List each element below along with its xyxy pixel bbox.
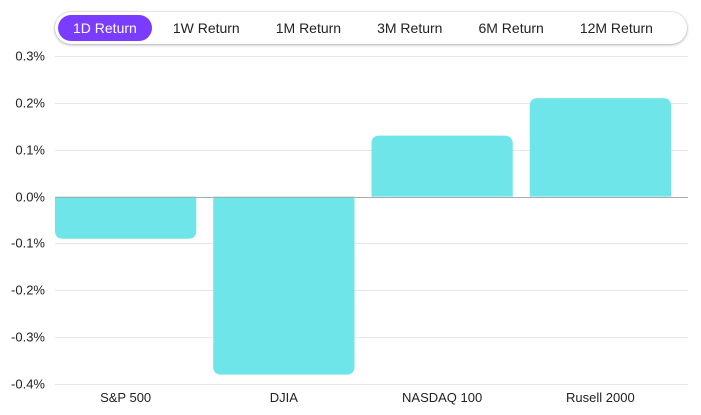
- y-tick-label: 0.1%: [15, 143, 45, 158]
- y-tick-label: 0.2%: [15, 96, 45, 111]
- y-tick-label: -0.3%: [11, 330, 45, 345]
- tab-12m-return[interactable]: 12M Return: [579, 20, 653, 36]
- tab-3m-return[interactable]: 3M Return: [377, 20, 443, 36]
- tab-1w-return[interactable]: 1W Return: [172, 20, 240, 36]
- y-tick-label: -0.1%: [11, 236, 45, 251]
- x-axis-tick-labels: S&P 500 DJIA NASDAQ 100 Rusell 2000: [100, 390, 635, 405]
- bars: [55, 98, 671, 375]
- y-tick-label: 0.3%: [15, 49, 45, 64]
- x-tick-label: Rusell 2000: [566, 390, 635, 405]
- x-tick-label: NASDAQ 100: [402, 390, 482, 405]
- bar-s-p-500[interactable]: [55, 196, 197, 239]
- gridlines: [55, 56, 688, 385]
- x-tick-label: S&P 500: [100, 390, 151, 405]
- bar-djia[interactable]: [213, 196, 355, 375]
- y-axis-tick-labels: 0.3% 0.2% 0.1% 0.0% -0.1% -0.2% -0.3% -0.4%: [11, 49, 45, 392]
- y-tick-label: -0.2%: [11, 283, 45, 298]
- bar-nasdaq-100[interactable]: [371, 135, 513, 197]
- y-tick-label: -0.4%: [11, 377, 45, 392]
- y-tick-label: 0.0%: [15, 190, 45, 205]
- bar-rusell-2000[interactable]: [529, 98, 671, 197]
- x-tick-label: DJIA: [270, 390, 299, 405]
- tab-1m-return[interactable]: 1M Return: [275, 20, 342, 36]
- tab-1d-return[interactable]: 1D Return: [58, 15, 152, 41]
- return-period-tabs: 1D Return 1W Return 1M Return 3M Return …: [55, 12, 687, 44]
- tab-6m-return[interactable]: 6M Return: [478, 20, 544, 36]
